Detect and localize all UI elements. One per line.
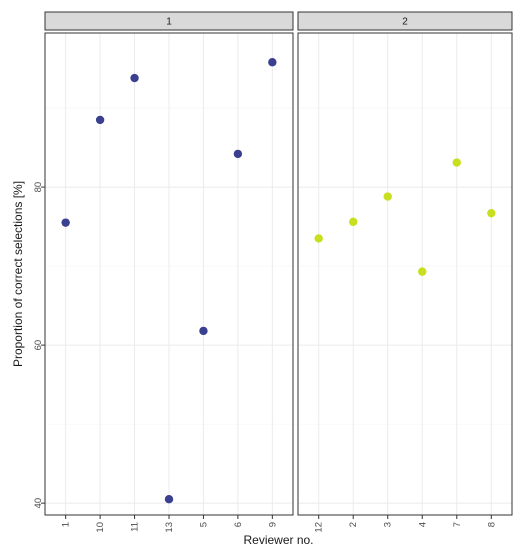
data-point <box>418 267 427 276</box>
y-tick-label: 80 <box>33 182 44 193</box>
x-tick-label: 9 <box>267 522 278 527</box>
facet-strip <box>44 11 294 31</box>
facet-strip <box>297 11 513 31</box>
data-point <box>383 192 392 201</box>
x-tick-label: 5 <box>198 522 209 527</box>
x-tick-label: 8 <box>486 522 497 527</box>
x-tick-label: 4 <box>417 522 428 527</box>
data-point <box>268 58 277 67</box>
x-tick-label: 12 <box>314 522 325 533</box>
data-point <box>487 208 496 218</box>
facet-panel <box>297 32 513 516</box>
facet-strip-label: 1 <box>166 17 172 28</box>
data-point <box>452 158 461 167</box>
data-point <box>130 73 139 83</box>
data-point <box>95 115 105 125</box>
x-tick-label: 10 <box>95 522 106 533</box>
data-point <box>164 494 174 504</box>
data-point <box>199 326 208 336</box>
x-tick-label: 1 <box>61 522 72 527</box>
y-axis-title: Proportion of correct selections [%] <box>11 181 25 367</box>
facet-strip-label: 2 <box>402 17 408 28</box>
x-tick-label: 7 <box>452 522 463 527</box>
data-point <box>314 234 323 243</box>
data-point <box>349 217 358 227</box>
x-tick-label: 13 <box>164 522 175 533</box>
data-point <box>61 218 70 227</box>
data-point <box>233 149 243 159</box>
facet-panel-border <box>297 32 513 516</box>
x-tick-label: 6 <box>233 522 244 527</box>
x-tick-label: 3 <box>383 522 394 527</box>
y-tick-label: 40 <box>33 498 44 509</box>
x-tick-label: 2 <box>348 522 359 527</box>
x-axis-title: Reviewer no. <box>243 533 313 547</box>
x-tick-label: 11 <box>130 522 141 532</box>
y-tick-label: 60 <box>33 340 44 351</box>
